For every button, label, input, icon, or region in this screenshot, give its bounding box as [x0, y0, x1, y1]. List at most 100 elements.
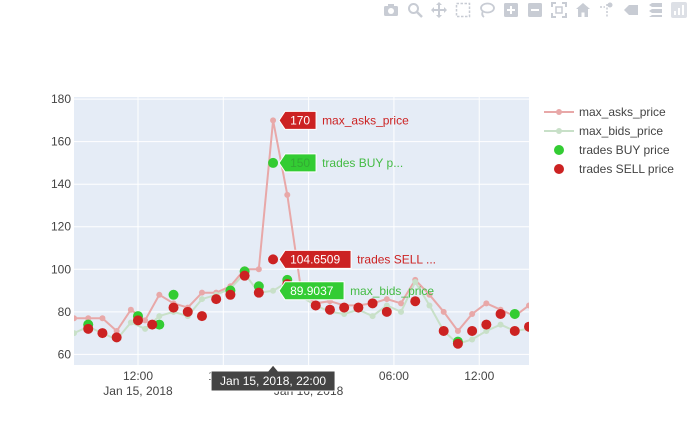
data-point[interactable] — [410, 296, 421, 307]
data-point[interactable] — [497, 321, 504, 328]
data-point[interactable] — [132, 315, 143, 326]
camera-button[interactable] — [381, 0, 401, 20]
data-point[interactable] — [509, 325, 520, 336]
data-point[interactable] — [253, 287, 264, 298]
data-point[interactable] — [284, 191, 291, 198]
data-point[interactable] — [270, 287, 277, 294]
data-point[interactable] — [369, 313, 376, 320]
data-point[interactable] — [438, 325, 449, 336]
data-point[interactable] — [398, 308, 405, 315]
camera-icon — [384, 4, 398, 16]
hover-label: 89.9037 max_bids_price — [278, 281, 434, 301]
data-point[interactable] — [113, 327, 120, 334]
data-point[interactable] — [469, 310, 476, 317]
data-point[interactable] — [196, 311, 207, 322]
data-point[interactable] — [552, 328, 562, 338]
data-point[interactable] — [452, 338, 463, 349]
data-point[interactable] — [198, 296, 205, 303]
box-select-button[interactable] — [453, 0, 473, 20]
data-point[interactable] — [268, 254, 279, 265]
plotly-logo-button[interactable] — [669, 0, 689, 20]
legend-item[interactable]: max_asks_price — [544, 105, 666, 119]
legend-item[interactable]: trades BUY price — [554, 143, 670, 157]
data-point[interactable] — [554, 322, 560, 328]
data-point[interactable] — [142, 317, 149, 324]
reset-axes-button[interactable] — [573, 0, 593, 20]
pan-button[interactable] — [429, 0, 449, 20]
data-point[interactable] — [383, 296, 390, 303]
legend-marker-symbol — [554, 145, 564, 155]
y-tick-label: 120 — [51, 220, 71, 234]
legend-label: trades BUY price — [579, 143, 670, 157]
data-point[interactable] — [99, 315, 106, 322]
data-point[interactable] — [367, 298, 378, 309]
data-point[interactable] — [211, 294, 222, 305]
data-point[interactable] — [341, 310, 348, 317]
legend-item[interactable]: trades SELL price — [554, 162, 674, 176]
x-hover-value: Jan 15, 2018, 22:00 — [220, 374, 326, 388]
data-point[interactable] — [324, 304, 335, 315]
data-point[interactable] — [156, 291, 163, 298]
data-point[interactable] — [540, 313, 546, 319]
data-point[interactable] — [268, 157, 279, 168]
data-point[interactable] — [127, 319, 134, 326]
data-point[interactable] — [526, 302, 532, 309]
data-point[interactable] — [270, 117, 277, 124]
data-point[interactable] — [111, 332, 122, 343]
data-point[interactable] — [154, 319, 165, 330]
data-point[interactable] — [426, 291, 433, 298]
data-point[interactable] — [524, 321, 534, 332]
data-point[interactable] — [381, 306, 392, 317]
zoom-in-icon — [504, 3, 518, 17]
data-point[interactable] — [142, 325, 149, 332]
data-point[interactable] — [239, 270, 250, 281]
data-point[interactable] — [540, 328, 546, 334]
data-point[interactable] — [225, 289, 236, 300]
data-point[interactable] — [168, 289, 179, 300]
data-point[interactable] — [71, 330, 77, 337]
data-point[interactable] — [353, 302, 364, 313]
data-point[interactable] — [85, 315, 92, 322]
spike-lines-button[interactable] — [597, 0, 617, 20]
data-point[interactable] — [383, 302, 390, 309]
data-point[interactable] — [481, 319, 492, 330]
data-point[interactable] — [198, 289, 205, 296]
data-point[interactable] — [71, 315, 77, 322]
data-point[interactable] — [310, 300, 321, 311]
data-point[interactable] — [467, 325, 478, 336]
data-point[interactable] — [483, 327, 490, 334]
legend-item[interactable]: max_bids_price — [544, 124, 663, 138]
autoscale-button[interactable] — [549, 0, 569, 20]
data-point[interactable] — [426, 302, 433, 309]
data-point[interactable] — [552, 334, 562, 344]
data-point[interactable] — [398, 300, 405, 307]
data-point[interactable] — [97, 328, 108, 339]
data-point[interactable] — [538, 324, 548, 334]
zoom-in-button[interactable] — [501, 0, 521, 20]
data-point[interactable] — [469, 336, 476, 343]
data-point[interactable] — [255, 266, 262, 273]
data-point[interactable] — [156, 313, 163, 320]
x-hover-label: Jan 15, 2018, 22:00 — [210, 364, 336, 392]
data-point[interactable] — [538, 322, 548, 332]
data-point[interactable] — [483, 300, 490, 307]
data-point[interactable] — [83, 323, 94, 334]
data-point[interactable] — [182, 306, 193, 317]
data-point[interactable] — [440, 308, 447, 315]
hover-closest-button[interactable] — [621, 0, 641, 20]
data-point[interactable] — [339, 302, 350, 313]
data-point[interactable] — [554, 336, 560, 342]
data-point[interactable] — [147, 319, 158, 330]
data-point[interactable] — [509, 308, 520, 319]
hover-compare-button[interactable] — [645, 0, 665, 20]
legend-label: max_asks_price — [579, 105, 666, 119]
data-point[interactable] — [168, 302, 179, 313]
data-point[interactable] — [412, 279, 419, 286]
data-point[interactable] — [454, 327, 461, 334]
data-point[interactable] — [127, 306, 134, 313]
lasso-select-button[interactable] — [477, 0, 497, 20]
zoom-button[interactable] — [405, 0, 425, 20]
zoom-out-button[interactable] — [525, 0, 545, 20]
data-point[interactable] — [495, 308, 506, 319]
